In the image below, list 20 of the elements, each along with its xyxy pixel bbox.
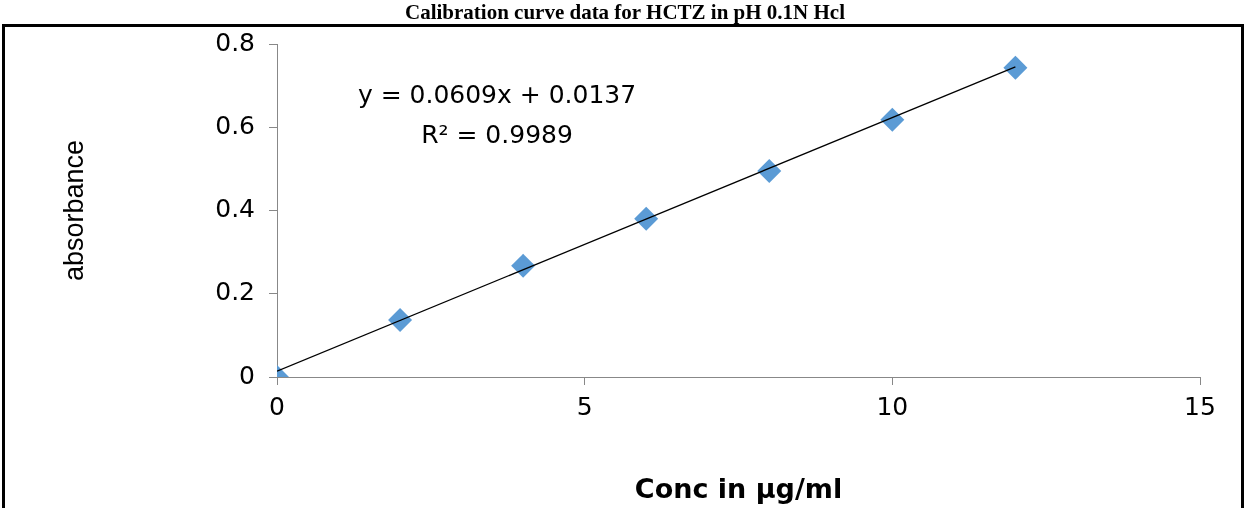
x-tick-label: 0: [269, 391, 285, 421]
x-tick-label: 10: [876, 391, 909, 421]
y-tick-label: 0: [239, 360, 255, 390]
chart-title: Calibration curve data for HCTZ in pH 0.1N Hcl: [403, 0, 846, 24]
point: [388, 307, 413, 332]
point: [757, 158, 782, 183]
point: [1003, 55, 1028, 80]
y-tick-label: 0.6: [215, 110, 255, 140]
y-tick-label: 0.8: [215, 27, 255, 57]
point: [511, 253, 536, 278]
y-axis-title: absorbance: [58, 139, 89, 282]
point: [880, 107, 905, 132]
annotation: y = 0.0609x + 0.0137: [357, 79, 637, 109]
x-axis-title: Conc in μg/ml: [634, 472, 843, 504]
y-tick-label: 0.4: [215, 194, 255, 223]
x-tick-label: 5: [576, 391, 593, 421]
annotation: R² = 0.9989: [421, 119, 573, 149]
x-tick-label: 15: [1184, 391, 1216, 421]
y-tick-label: 0.2: [215, 277, 255, 307]
point: [634, 206, 659, 231]
